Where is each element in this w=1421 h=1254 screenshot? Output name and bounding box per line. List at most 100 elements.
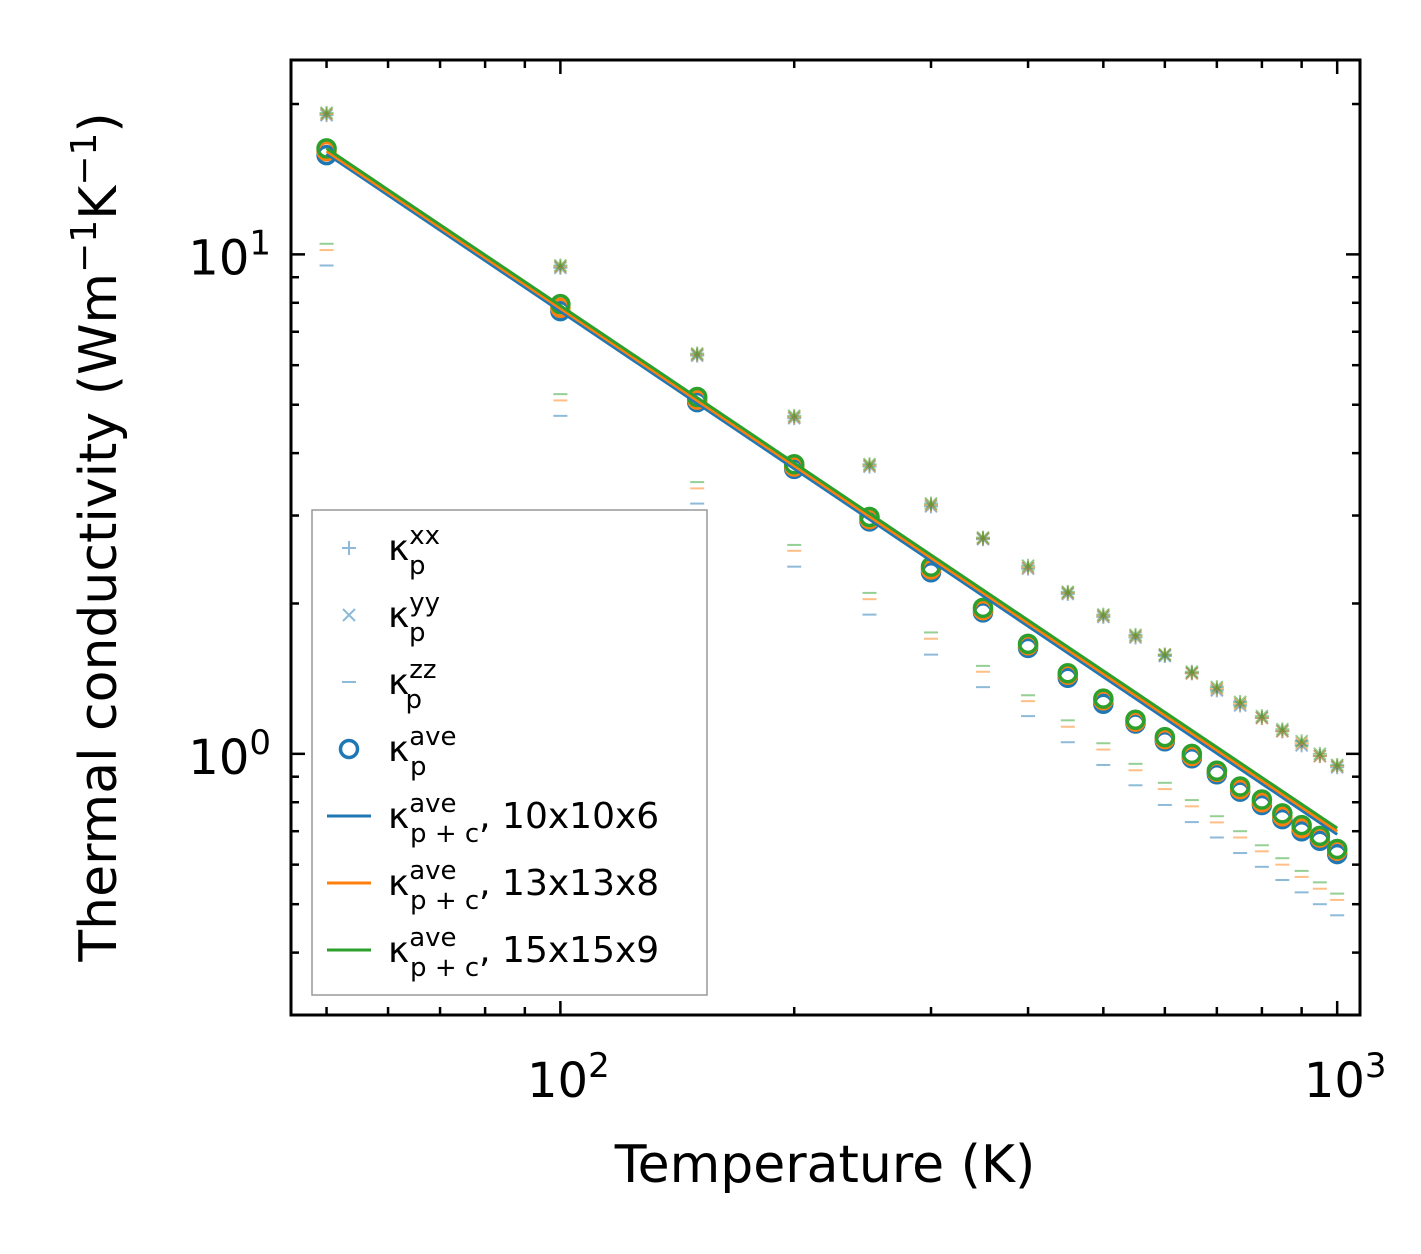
- legend-label-6-part-0: κ: [388, 930, 409, 971]
- point-cross-5-19: [1330, 758, 1344, 772]
- legend-entry-2: κzz p: [342, 655, 437, 715]
- legend-entry-0: κxx p: [342, 521, 440, 581]
- point-circle-11-10: [1125, 709, 1146, 731]
- plot-marks: [316, 105, 1348, 917]
- point-circle-11-9: [1093, 688, 1114, 709]
- point-cross-5-19-d2: [1330, 758, 1344, 772]
- legend-label-1-part-2: p: [409, 618, 426, 648]
- legend-label-3: κave p: [388, 722, 457, 782]
- point-cross-5-11-d2: [1158, 647, 1172, 662]
- point-cross-5-4: [862, 457, 877, 471]
- point-cross-4-17-d2: [1294, 736, 1309, 750]
- point-cross-3-17-d2: [1294, 738, 1309, 753]
- point-cross-5-4-d2: [862, 457, 877, 471]
- legend-label-4-part-3: , 10x10x6: [479, 796, 659, 837]
- y-axis-label-exp1: −1: [64, 220, 105, 273]
- point-circle-11-8: [1057, 662, 1079, 684]
- point-circle-11-19: [1326, 838, 1348, 860]
- point-circle-11-15: [1251, 789, 1273, 810]
- point-circle-11-13: [1206, 760, 1228, 782]
- fit-line-14: [325, 147, 1339, 830]
- legend-entry-5: κave p + c, 13x13x8: [327, 856, 659, 916]
- legend-label-3-part-1: ave: [409, 722, 456, 752]
- point-cross-5-5: [924, 496, 938, 511]
- point-circle-11-16: [1272, 803, 1293, 824]
- point-circle-11-17: [1291, 814, 1312, 836]
- point-cross-5-3-d2: [787, 409, 801, 423]
- point-cross-5-0-d2: [319, 106, 334, 120]
- y-tick-label-1-exp: 0: [249, 723, 271, 763]
- legend-label-4-part-2: p + c: [410, 819, 479, 849]
- point-circle-11-0: [316, 138, 337, 159]
- point-cross-5-9-d2: [1096, 607, 1111, 622]
- y-tick-label-10-base: 10: [188, 230, 249, 286]
- legend-label-0: κxx p: [388, 521, 440, 581]
- x-tick-label-1000-exp: 3: [1365, 1046, 1387, 1086]
- legend-marker-1: [342, 608, 356, 622]
- plot-frame: [289, 58, 1362, 1017]
- point-cross-5-6: [976, 530, 990, 545]
- point-cross-4-14: [1233, 697, 1247, 711]
- point-circle-11-6: [972, 597, 994, 619]
- point-cross-5-6-d2: [976, 530, 990, 545]
- point-cross-4-12: [1185, 666, 1199, 680]
- legend-label-4-part-0: κ: [388, 796, 409, 837]
- point-cross-5-10-d2: [1128, 628, 1143, 642]
- point-circle-11-7: [1017, 633, 1039, 655]
- point-circle-11-11: [1154, 726, 1176, 748]
- legend-label-2-part-1: zz: [409, 655, 436, 685]
- point-cross-5-8-d2: [1061, 585, 1075, 599]
- legend-label-5: κave p + c, 13x13x8: [388, 856, 659, 916]
- legend-entry-1: κyy p: [342, 588, 440, 648]
- point-cross-3-17: [1294, 738, 1309, 753]
- major-ticks: [291, 60, 1360, 1015]
- legend-marker-1-d2: [342, 608, 356, 622]
- series-hline-8: [319, 242, 1345, 895]
- point-cross-5-11: [1158, 647, 1172, 662]
- legend-label-1: κyy p: [388, 588, 440, 648]
- point-cross-5-2: [690, 346, 704, 361]
- y-axis-label-close: ): [69, 112, 129, 132]
- point-circle-11-18: [1309, 825, 1331, 847]
- legend-label-5-part-0: κ: [388, 863, 409, 904]
- y-tick-label-10-exp: 1: [249, 223, 271, 263]
- x-axis-label: Temperature (K): [614, 1135, 1036, 1195]
- x-tick-label-1000: 103: [1304, 1046, 1387, 1109]
- legend-label-0-part-2: p: [409, 551, 426, 581]
- point-cross-5-17: [1294, 734, 1309, 748]
- point-cross-5-7: [1021, 559, 1035, 573]
- point-cross-4-13: [1210, 682, 1224, 696]
- legend-label-3-part-0: κ: [388, 729, 409, 770]
- series-line-12: [325, 152, 1339, 836]
- point-cross-5-14-d2: [1233, 695, 1247, 709]
- y-axis-label: Thermal conductivity (Wm−1K−1): [64, 112, 129, 962]
- point-cross-3-14-d2: [1233, 698, 1247, 713]
- point-cross-4-7: [1021, 560, 1035, 575]
- legend-label-2: κzz p: [388, 655, 437, 715]
- point-cross-5-13-d2: [1210, 680, 1224, 694]
- legend-entry-4: κave p + c, 10x10x6: [327, 789, 659, 849]
- point-cross-5-15-d2: [1255, 709, 1269, 723]
- legend-label-6-part-3: , 15x15x9: [479, 930, 659, 971]
- legend-label-1-part-1: yy: [409, 588, 440, 618]
- point-cross-4-16-d2: [1275, 724, 1290, 738]
- y-axis-label-text: Thermal conductivity (Wm: [69, 273, 129, 963]
- fit-line-13: [325, 149, 1339, 833]
- legend-box: [311, 509, 708, 996]
- legend-label-6-part-1: ave: [409, 923, 456, 953]
- point-cross-4-17: [1294, 736, 1309, 750]
- point-cross-4-18: [1313, 749, 1327, 763]
- point-cross-5-12-d2: [1185, 665, 1199, 679]
- legend-label-5-part-3: , 13x13x8: [479, 863, 659, 904]
- minor-ticks: [291, 60, 1360, 1017]
- point-cross-5-2-d2: [690, 346, 704, 361]
- x-tick-label-100: 102: [527, 1046, 610, 1109]
- point-cross-5-15: [1255, 709, 1269, 723]
- point-cross-5-1-d2: [553, 258, 568, 273]
- legend-label-4: κave p + c, 10x10x6: [388, 789, 659, 849]
- series-line-13: [325, 149, 1339, 833]
- point-cross-4-7-d2: [1021, 560, 1035, 575]
- point-circle-11-4: [859, 506, 880, 528]
